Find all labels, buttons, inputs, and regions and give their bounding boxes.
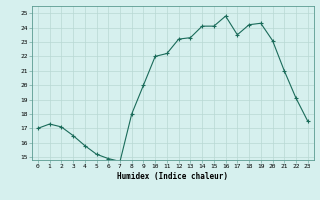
X-axis label: Humidex (Indice chaleur): Humidex (Indice chaleur) xyxy=(117,172,228,181)
